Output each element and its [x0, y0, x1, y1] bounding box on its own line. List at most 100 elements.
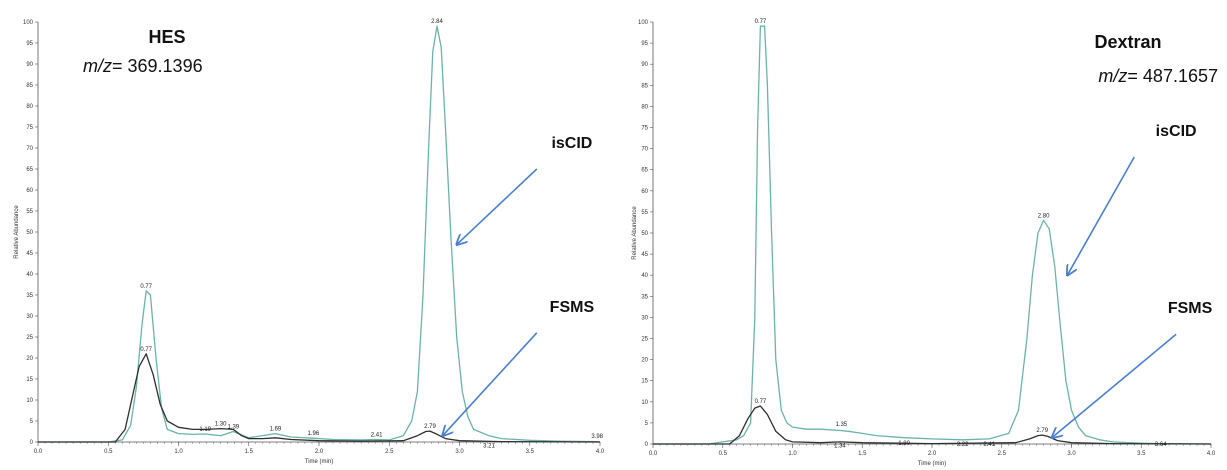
dextran-y-tick-label: 95	[641, 41, 648, 47]
hes-peak-label: 2.84	[431, 19, 443, 25]
hes-y-tick-label: 55	[26, 209, 33, 215]
hes-y-tick-label: 30	[26, 314, 33, 320]
dextran-fsms-label: FSMS	[1168, 300, 1213, 317]
dextran-y-tick-label: 65	[641, 168, 648, 174]
dextran-peak-label: 2.79	[1036, 428, 1048, 434]
hes-y-tick-label: 85	[26, 83, 33, 89]
hes-y-tick-label: 50	[26, 230, 33, 236]
hes-x-tick-label: 4.0	[596, 449, 605, 455]
dextran-y-tick-label: 50	[641, 231, 648, 237]
hes-y-tick-label: 90	[26, 62, 33, 68]
dextran-peak-label: 1.35	[835, 422, 847, 428]
dextran-y-tick-label: 10	[641, 400, 648, 406]
hes-x-axis-title: Time (min)	[305, 459, 333, 465]
dextran-y-tick-label: 100	[638, 20, 649, 26]
hes-peak-label: 3.21	[483, 443, 495, 449]
hes-y-tick-label: 0	[30, 440, 34, 446]
hes-y-axis-title: Relative Abundance	[14, 205, 20, 259]
dextran-x-tick-label: 1.5	[858, 451, 867, 457]
hes-y-tick-label: 95	[26, 41, 33, 47]
dextran-series-iscid-line	[653, 25, 1212, 445]
dextran-y-tick-label: 60	[641, 189, 648, 195]
dextran-y-tick-label: 35	[641, 294, 648, 300]
dextran-chart-title: Dextran	[1094, 32, 1161, 52]
hes-y-tick-label: 10	[26, 398, 33, 404]
hes-x-tick-label: 2.5	[385, 449, 394, 455]
dextran-x-tick-label: 2.5	[998, 451, 1007, 457]
hes-mz-value: = 369.1396	[112, 56, 203, 76]
dextran-x-tick-label: 1.0	[788, 451, 797, 457]
dextran-y-tick-label: 30	[641, 315, 648, 321]
dextran-x-tick-label: 2.0	[928, 451, 937, 457]
dextran-peak-label: 0.77	[755, 399, 767, 405]
hes-peak-label: 0.77	[140, 284, 152, 290]
hes-x-tick-label: 1.5	[245, 449, 254, 455]
hes-y-tick-label: 5	[30, 419, 34, 425]
dextran-peak-label: 2.22	[957, 442, 969, 448]
dextran-peak-label: 2.80	[1038, 213, 1050, 219]
hes-peak-label: 3.98	[591, 434, 603, 440]
hes-mz-subtitle: m/z= 369.1396	[83, 56, 203, 76]
hes-x-tick-label: 2.0	[315, 449, 324, 455]
dextran-x-tick-label: 4.0	[1207, 451, 1216, 457]
hes-y-tick-label: 65	[26, 167, 33, 173]
hes-chart-title: HES	[148, 27, 185, 47]
dextran-iscid-arrow	[1067, 156, 1135, 275]
hes-y-tick-label: 75	[26, 125, 33, 131]
hes-y-tick-label: 25	[26, 335, 33, 341]
hes-fsms-arrow	[443, 332, 538, 436]
dextran-x-tick-label: 3.5	[1137, 451, 1146, 457]
dextran-y-tick-label: 45	[641, 252, 648, 258]
dextran-y-tick-label: 70	[641, 147, 648, 153]
hes-x-tick-label: 0.5	[104, 449, 113, 455]
hes-x-tick-label: 1.0	[174, 449, 183, 455]
dextran-y-tick-label: 90	[641, 62, 648, 68]
dextran-peak-label: 0.77	[755, 19, 767, 25]
dextran-y-tick-label: 80	[641, 104, 648, 110]
hes-y-tick-label: 15	[26, 377, 33, 383]
hes-iscid-arrow	[457, 168, 538, 245]
dextran-x-axis-title: Time (min)	[918, 461, 946, 467]
hes-y-tick-label: 70	[26, 146, 33, 152]
dextran-y-tick-label: 5	[645, 421, 649, 427]
hes-x-tick-label: 3.5	[526, 449, 535, 455]
dextran-iscid-label: isCID	[1156, 123, 1197, 140]
dextran-x-tick-label: 0.0	[649, 451, 658, 457]
dextran-x-tick-label: 3.0	[1067, 451, 1076, 457]
hes-x-tick-label: 3.0	[455, 449, 464, 455]
hes-iscid-label: isCID	[551, 135, 592, 152]
hes-y-tick-label: 60	[26, 188, 33, 194]
dextran-peak-label: 2.41	[983, 442, 995, 448]
hes-series-iscid-line	[38, 25, 601, 443]
dextran-y-axis-title: Relative Abundance	[632, 206, 638, 260]
dextran-y-tick-label: 15	[641, 379, 648, 385]
hes-peak-label: 1.69	[270, 427, 282, 433]
dextran-y-tick-label: 75	[641, 126, 648, 132]
hes-peak-label: 1.30	[215, 422, 227, 428]
hes-peak-label: 0.77	[140, 347, 152, 353]
dextran-y-tick-label: 55	[641, 210, 648, 216]
hes-peak-label: 2.79	[424, 424, 436, 430]
dextran-x-tick-label: 0.5	[719, 451, 728, 457]
hes-y-tick-label: 45	[26, 251, 33, 257]
hes-peak-label: 1.96	[308, 431, 320, 437]
hes-x-tick-label: 0.0	[34, 449, 43, 455]
hes-y-tick-label: 80	[26, 104, 33, 110]
hes-peak-label: 2.41	[371, 432, 383, 438]
hes-fsms-label: FSMS	[550, 299, 595, 316]
dextran-y-tick-label: 20	[641, 358, 648, 364]
hes-y-tick-label: 40	[26, 272, 33, 278]
dextran-y-tick-label: 25	[641, 337, 648, 343]
dextran-peak-label: 3.64	[1155, 442, 1167, 448]
dextran-y-tick-label: 40	[641, 273, 648, 279]
hes-y-tick-label: 100	[23, 20, 34, 26]
dextran-peak-label: 1.34	[834, 443, 846, 449]
dextran-mz-value: = 487.1657	[1127, 66, 1218, 86]
hes-y-tick-label: 20	[26, 356, 33, 362]
dextran-mz-subtitle: m/z= 487.1657	[1098, 66, 1218, 86]
dextran-y-tick-label: 0	[645, 442, 649, 448]
hes-peak-label: 1.19	[199, 427, 211, 433]
dextran-fsms-arrow	[1052, 333, 1177, 437]
